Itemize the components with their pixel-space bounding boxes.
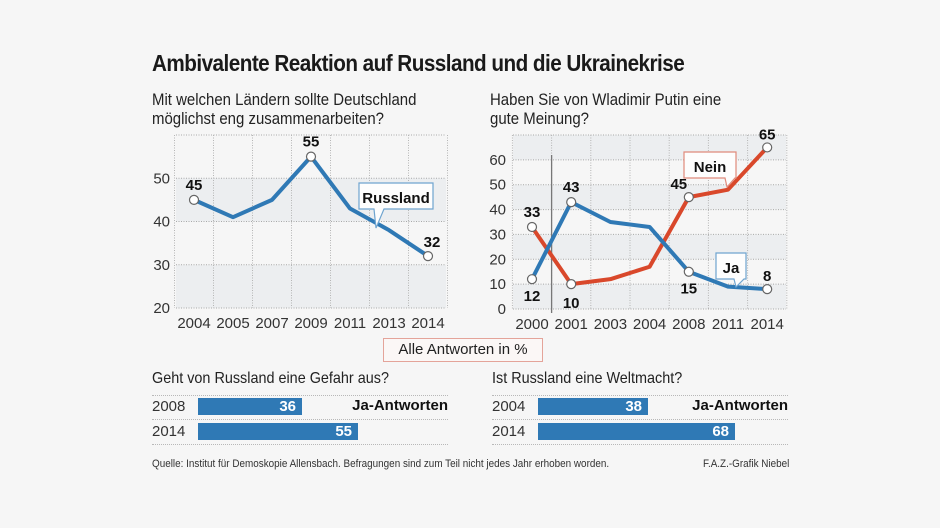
data-point-marker (305, 151, 317, 162)
data-label: 8 (763, 268, 771, 285)
legend-callout-ja: Ja (715, 252, 747, 289)
bar-year: 2008 (152, 398, 186, 415)
data-label: 65 (759, 126, 776, 143)
callout-label: Nein (694, 159, 727, 176)
graphic-credit: F.A.Z.-Grafik Niebel (703, 458, 790, 470)
data-label: 15 (680, 281, 697, 298)
x-tick-label: 2011 (334, 315, 366, 332)
x-tick-label: 2011 (712, 316, 744, 333)
data-label: 12 (524, 288, 541, 305)
x-tick-label: 2003 (594, 316, 627, 333)
line-charts: 20 30 40 50 2004 2005 2007 2009 2011 2013 2014 45 55… (153, 126, 788, 333)
callout-box (683, 151, 737, 189)
bar-row: 2014 68 (492, 420, 788, 445)
x-tick-label: 2001 (555, 316, 588, 333)
bar-value: 55 (335, 423, 352, 440)
bar-row: 2004 38 Ja-Antworten (492, 395, 788, 420)
data-point-marker (422, 251, 434, 262)
bar-chart1-title: Geht von Russland eine Gefahr aus? (152, 370, 389, 387)
series-label: Ja-Antworten (352, 397, 448, 414)
data-point-marker (188, 194, 200, 205)
legend-callout-russland: Russland (358, 182, 434, 229)
data-label: 45 (670, 176, 687, 193)
x-tick-label: 2013 (372, 315, 405, 332)
chart1-title: Mit welchen Ländern sollte Deutschland m… (152, 90, 416, 128)
data-label: 10 (563, 295, 580, 312)
x-tick-label: 2004 (177, 315, 210, 332)
bar: 38 (538, 398, 648, 415)
divider (152, 395, 448, 396)
bar: 68 (538, 423, 735, 440)
chart2-title: Haben Sie von Wladimir Putin eine gute M… (490, 90, 721, 128)
units-note: Alle Antworten in % (383, 338, 543, 362)
y-tick-label: 10 (489, 276, 506, 293)
data-point-marker (683, 266, 694, 277)
bar-row: 2014 55 (152, 420, 448, 445)
callout-box (715, 252, 747, 289)
data-label: 45 (186, 177, 203, 194)
y-tick-label: 60 (489, 152, 506, 169)
data-label: 32 (424, 234, 441, 251)
data-point-marker (566, 197, 577, 208)
y-tick-label: 40 (153, 214, 170, 231)
bar-year: 2004 (492, 398, 526, 415)
divider (492, 395, 788, 396)
grid-band (176, 264, 446, 308)
bar-row: 2008 36 Ja-Antworten (152, 395, 448, 420)
bar-value: 38 (625, 398, 642, 415)
grid-band (513, 135, 786, 160)
bar-value: 36 (279, 398, 296, 415)
data-point-marker (526, 274, 538, 285)
y-tick-label: 30 (489, 226, 506, 243)
y-tick-label: 30 (153, 257, 170, 274)
chart1-title-line1: Mit welchen Ländern sollte Deutschland (152, 90, 417, 109)
data-point-marker (526, 221, 538, 233)
page-title: Ambivalente Reaktion auf Russland und di… (152, 50, 685, 76)
chart2-title-line1: Haben Sie von Wladimir Putin eine (490, 90, 722, 109)
bar-chart2-title: Ist Russland eine Weltmacht? (492, 370, 683, 387)
y-tick-label: 40 (489, 202, 506, 219)
x-tick-label: 2014 (751, 316, 784, 333)
bar-value: 68 (712, 423, 729, 440)
grid-band (513, 184, 786, 210)
bar-year: 2014 (152, 423, 186, 440)
data-point-marker (762, 284, 773, 295)
chart2-title-line2: gute Meinung? (490, 109, 589, 128)
data-label: 33 (524, 204, 541, 221)
data-point-marker (566, 279, 577, 290)
data-label: 43 (563, 179, 580, 196)
x-tick-label: 2004 (633, 316, 666, 333)
y-tick-label: 0 (498, 301, 506, 318)
x-tick-label: 2007 (255, 315, 288, 332)
data-point-marker (683, 192, 694, 203)
x-tick-label: 2005 (216, 315, 249, 332)
bar: 55 (198, 423, 358, 440)
callout-label: Russland (362, 190, 430, 207)
x-tick-label: 2008 (672, 316, 705, 333)
x-tick-label: 2009 (294, 315, 327, 332)
legend-callout-nein: Nein (683, 151, 737, 189)
bar-year: 2014 (492, 423, 526, 440)
series-label: Ja-Antworten (692, 397, 788, 414)
bar: 36 (198, 398, 302, 415)
callout-box (358, 182, 434, 229)
y-tick-label: 50 (489, 177, 506, 194)
y-tick-label: 20 (153, 300, 170, 317)
x-tick-label: 2000 (515, 316, 548, 333)
data-label: 55 (303, 134, 320, 151)
data-point-marker (762, 142, 773, 153)
source-note: Quelle: Institut für Demoskopie Allensba… (152, 458, 610, 470)
callout-label: Ja (723, 260, 740, 277)
x-tick-label: 2014 (411, 315, 444, 332)
y-tick-label: 50 (153, 170, 170, 187)
y-tick-label: 20 (489, 251, 506, 268)
chart1-title-line2: möglichst eng zusammenarbeiten? (152, 109, 385, 128)
